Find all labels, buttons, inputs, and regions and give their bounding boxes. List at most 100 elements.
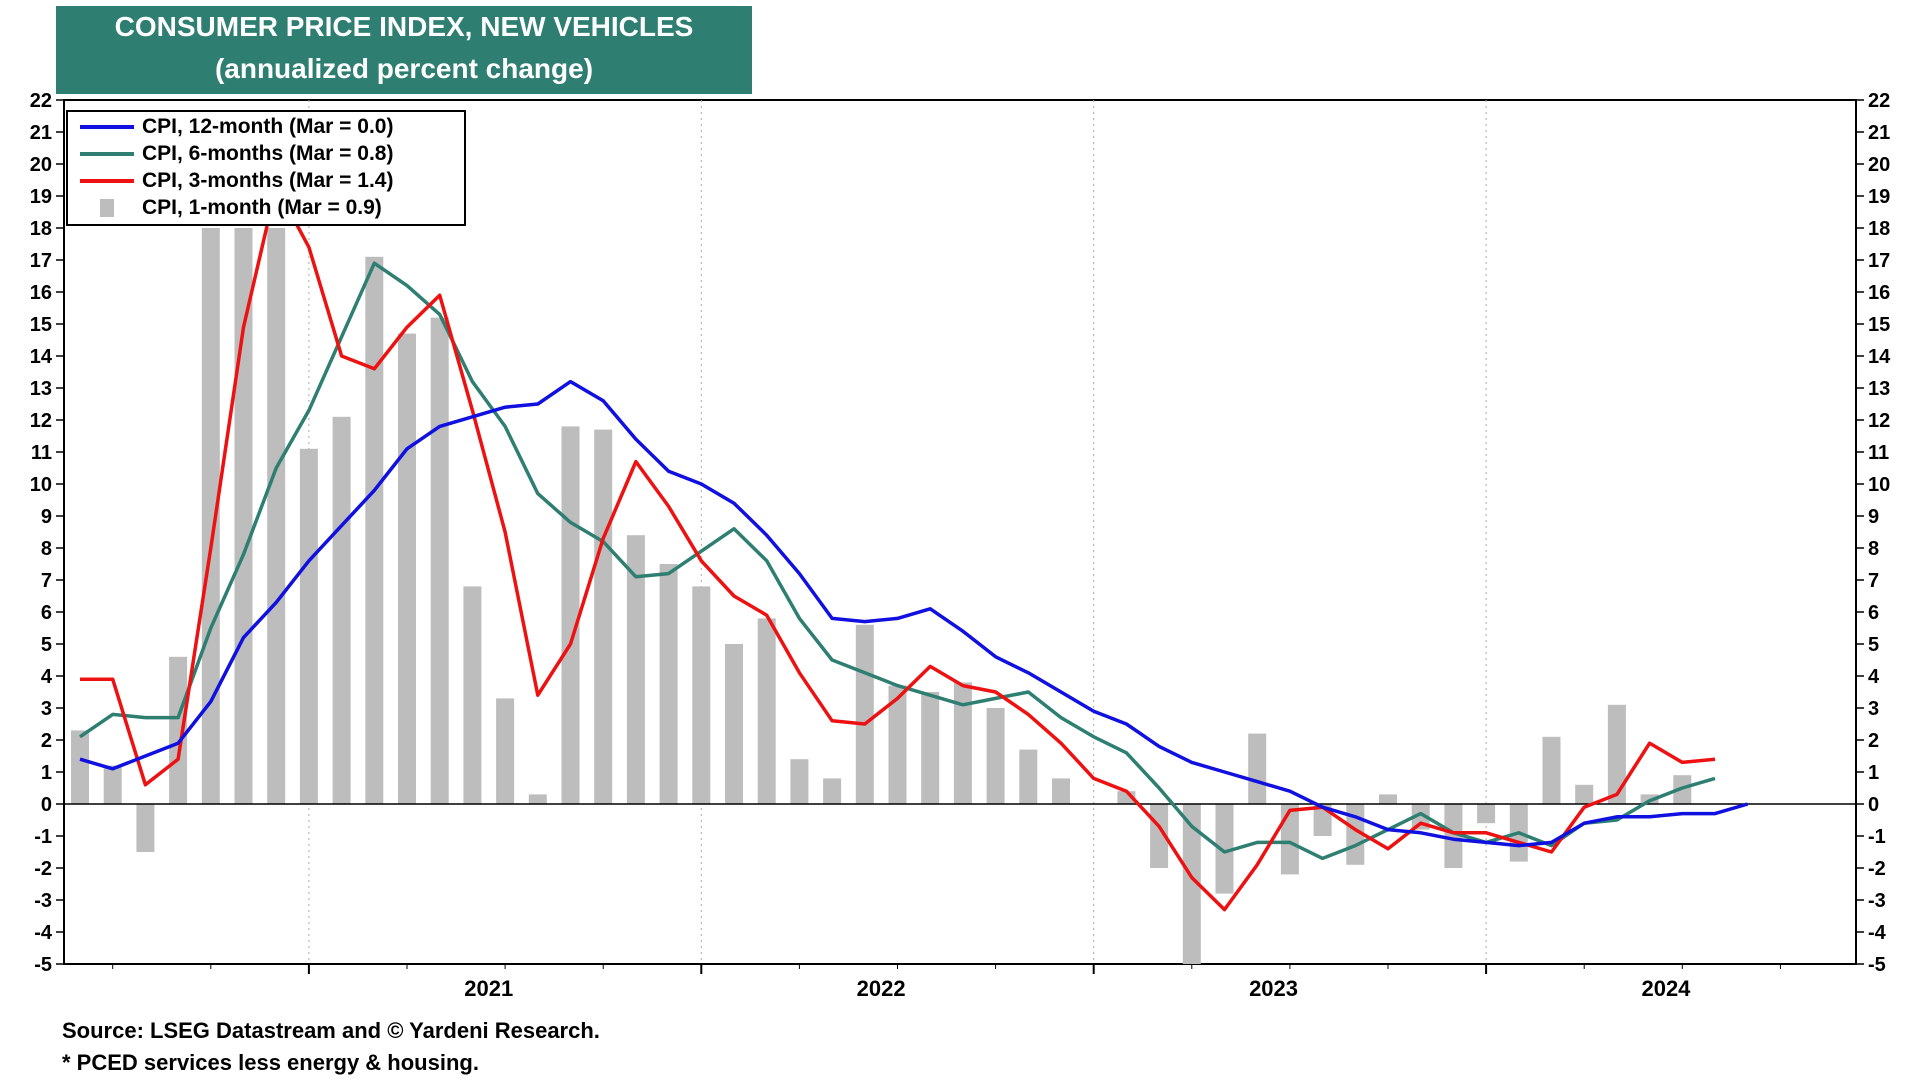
bar-cpi-1m [103, 765, 122, 804]
y-tick-label-left: 8 [41, 538, 52, 560]
series-line-0 [79, 379, 1749, 848]
footnote: * PCED services less energy & housing. [62, 1050, 479, 1075]
y-tick-label-left: -2 [34, 858, 52, 880]
y-tick-label-right: 10 [1868, 474, 1890, 496]
y-tick-label-right: -2 [1868, 858, 1886, 880]
bar-cpi-1m [1575, 784, 1594, 804]
y-tick-label-right: 20 [1868, 154, 1890, 176]
y-tick-label-right: 7 [1868, 570, 1879, 592]
y-tick-label-left: 17 [30, 250, 52, 272]
bar-cpi-1m [1477, 804, 1496, 824]
legend-item-cpi-6m: CPI, 6-months (Mar = 0.8) [80, 141, 393, 167]
y-tick-label-left: 20 [30, 154, 52, 176]
bar-cpi-1m [1542, 736, 1561, 804]
y-tick-label-right: 1 [1868, 762, 1879, 784]
bar-cpi-1m [1607, 704, 1626, 804]
y-tick-label-left: 1 [41, 762, 52, 784]
y-tick-label-right: 19 [1868, 186, 1890, 208]
bar-cpi-1m [398, 333, 416, 804]
bar-cpi-1m [561, 426, 580, 804]
y-tick-label-right: 0 [1868, 794, 1879, 816]
bar-cpi-1m [986, 708, 1005, 804]
y-tick-label-left: 3 [41, 698, 52, 720]
y-tick-label-left: 14 [30, 346, 53, 368]
y-tick-label-right: 5 [1868, 634, 1879, 656]
bar-cpi-1m [463, 586, 482, 804]
y-tick-label-right: -3 [1868, 890, 1886, 912]
bar-cpi-1m [888, 685, 907, 804]
y-tick-label-left: 0 [41, 794, 52, 816]
y-tick-label-left: 9 [41, 506, 52, 528]
bar-cpi-1m [71, 730, 89, 804]
legend-label: CPI, 6-months (Mar = 0.8) [142, 142, 394, 165]
y-tick-label-left: 16 [30, 282, 52, 304]
y-tick-label-left: -5 [34, 954, 52, 976]
bar-cpi-1m [267, 228, 286, 804]
legend-label: CPI, 1-month (Mar = 0.9) [142, 196, 382, 219]
legend-swatch [80, 179, 134, 184]
bar-cpi-1m [790, 759, 809, 804]
legend-swatch [100, 199, 114, 218]
legend-swatch [80, 152, 134, 157]
legend-item-cpi-3m: CPI, 3-months (Mar = 1.4) [80, 168, 393, 194]
bar-cpi-1m [1052, 778, 1070, 804]
legend: CPI, 12-month (Mar = 0.0) CPI, 6-months … [66, 110, 466, 226]
y-tick-label-right: 11 [1868, 442, 1889, 464]
y-tick-label-right: 17 [1868, 250, 1890, 272]
y-tick-label-left: 4 [41, 666, 53, 688]
bar-cpi-1m [332, 416, 351, 804]
bar-cpi-1m [725, 644, 743, 804]
y-tick-label-right: 18 [1868, 218, 1890, 240]
y-tick-label-right: 8 [1868, 538, 1879, 560]
bar-cpi-1m [1215, 804, 1234, 894]
bar-cpi-1m [659, 564, 678, 804]
bar-cpi-1m [823, 778, 842, 804]
bar-cpi-1m [234, 228, 253, 804]
y-tick-label-right: 13 [1868, 378, 1890, 400]
x-tick-label: 2023 [1249, 976, 1298, 1001]
bar-cpi-1m [1379, 794, 1397, 804]
y-tick-label-left: 7 [41, 570, 52, 592]
legend-item-cpi-1m: CPI, 1-month (Mar = 0.9) [80, 195, 382, 221]
bar-cpi-1m [1019, 749, 1038, 804]
bar-cpi-1m [626, 535, 645, 804]
y-tick-label-right: 2 [1868, 730, 1879, 752]
bar-cpi-1m [365, 256, 384, 804]
y-tick-label-left: 10 [30, 474, 52, 496]
y-tick-label-right: 9 [1868, 506, 1879, 528]
y-tick-label-right: 14 [1868, 346, 1891, 368]
bar-cpi-1m [1444, 804, 1463, 868]
chart-title: CONSUMER PRICE INDEX, NEW VEHICLES [114, 11, 694, 42]
legend-label: CPI, 3-months (Mar = 1.4) [142, 169, 394, 192]
y-tick-label-right: 4 [1868, 666, 1880, 688]
x-tick-label: 2024 [1641, 976, 1691, 1001]
y-tick-label-left: 11 [31, 442, 52, 464]
y-tick-label-right: 3 [1868, 698, 1879, 720]
bar-cpi-1m [921, 692, 940, 804]
y-tick-label-left: 13 [30, 378, 52, 400]
x-tick-label: 2021 [464, 976, 513, 1001]
y-tick-label-right: 16 [1868, 282, 1890, 304]
y-tick-label-left: 2 [41, 730, 52, 752]
bar-cpi-1m [757, 618, 776, 804]
legend-swatch [80, 125, 134, 130]
y-tick-label-left: 12 [30, 410, 52, 432]
y-tick-label-left: 21 [30, 122, 52, 144]
bar-cpi-1m [692, 586, 711, 804]
y-tick-label-left: 19 [30, 186, 52, 208]
bar-cpi-1m [136, 804, 155, 852]
y-tick-label-left: -4 [34, 922, 53, 944]
bar-cpi-1m [1280, 804, 1299, 875]
y-tick-label-left: 18 [30, 218, 52, 240]
bar-cpi-1m [1182, 804, 1201, 964]
y-tick-label-right: -4 [1868, 922, 1887, 944]
x-tick-label: 2022 [857, 976, 906, 1001]
y-tick-label-right: 21 [1868, 122, 1890, 144]
y-tick-label-left: -1 [34, 826, 52, 848]
bar-cpi-1m [953, 682, 972, 804]
y-tick-label-left: 6 [41, 602, 52, 624]
y-tick-label-right: 15 [1868, 314, 1890, 336]
chart-subtitle: (annualized percent change) [214, 53, 594, 84]
bar-cpi-1m [496, 698, 515, 804]
bar-cpi-1m [855, 624, 874, 804]
